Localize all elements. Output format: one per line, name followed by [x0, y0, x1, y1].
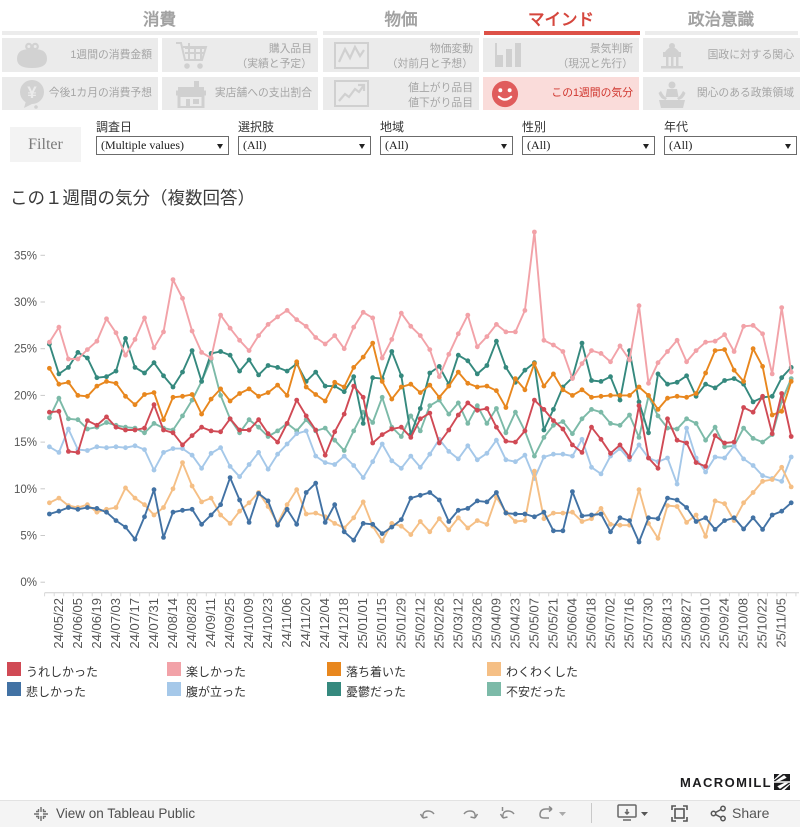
svg-text:24/06/05: 24/06/05	[70, 598, 85, 649]
svg-text:24/07/03: 24/07/03	[108, 598, 123, 649]
svg-text:25/07/30: 25/07/30	[641, 598, 656, 649]
svg-text:25/07/16: 25/07/16	[622, 598, 637, 649]
svg-text:25/06/18: 25/06/18	[584, 598, 599, 649]
svg-text:25/05/07: 25/05/07	[526, 598, 541, 649]
svg-text:25/08/13: 25/08/13	[660, 598, 675, 649]
svg-text:10%: 10%	[14, 484, 37, 496]
svg-text:25/01/15: 25/01/15	[374, 598, 389, 649]
svg-text:25/10/22: 25/10/22	[755, 598, 770, 649]
svg-text:25/04/23: 25/04/23	[507, 598, 522, 649]
svg-text:30%: 30%	[14, 297, 37, 309]
svg-text:25/01/01: 25/01/01	[355, 598, 370, 649]
svg-text:25/03/12: 25/03/12	[450, 598, 465, 649]
svg-text:25/03/26: 25/03/26	[469, 598, 484, 649]
svg-text:24/10/09: 24/10/09	[241, 598, 256, 649]
svg-text:24/07/17: 24/07/17	[127, 598, 142, 649]
svg-text:24/08/28: 24/08/28	[184, 598, 199, 649]
svg-text:5%: 5%	[20, 531, 37, 543]
svg-text:25/04/09: 25/04/09	[488, 598, 503, 649]
svg-text:35%: 35%	[14, 250, 37, 262]
svg-text:25%: 25%	[14, 344, 37, 356]
svg-text:20%: 20%	[14, 390, 37, 402]
svg-text:15%: 15%	[14, 437, 37, 449]
svg-text:24/10/23: 24/10/23	[260, 598, 275, 649]
svg-text:24/08/14: 24/08/14	[165, 598, 180, 649]
svg-text:25/09/24: 25/09/24	[717, 598, 732, 649]
svg-text:0%: 0%	[20, 577, 37, 589]
svg-text:25/11/05: 25/11/05	[774, 598, 789, 648]
svg-text:24/11/06: 24/11/06	[279, 598, 294, 648]
svg-text:25/09/10: 25/09/10	[698, 598, 713, 649]
svg-text:¥: ¥	[27, 83, 37, 102]
svg-text:25/10/08: 25/10/08	[736, 598, 751, 649]
svg-text:25/02/26: 25/02/26	[431, 598, 446, 649]
svg-text:25/06/04: 25/06/04	[564, 598, 579, 649]
svg-text:24/09/11: 24/09/11	[203, 598, 218, 648]
svg-text:25/02/12: 25/02/12	[412, 598, 427, 649]
svg-text:24/12/18: 24/12/18	[336, 598, 351, 649]
svg-text:24/09/25: 24/09/25	[222, 598, 237, 649]
svg-text:24/11/20: 24/11/20	[298, 598, 313, 648]
svg-text:24/05/22: 24/05/22	[51, 598, 66, 649]
svg-text:25/05/21: 25/05/21	[545, 598, 560, 649]
svg-text:25/01/29: 25/01/29	[393, 598, 408, 649]
svg-text:25/07/02: 25/07/02	[603, 598, 618, 649]
svg-text:25/08/27: 25/08/27	[679, 598, 694, 649]
svg-text:24/07/31: 24/07/31	[146, 598, 161, 649]
svg-text:24/12/04: 24/12/04	[317, 598, 332, 649]
svg-text:24/06/19: 24/06/19	[89, 598, 104, 649]
